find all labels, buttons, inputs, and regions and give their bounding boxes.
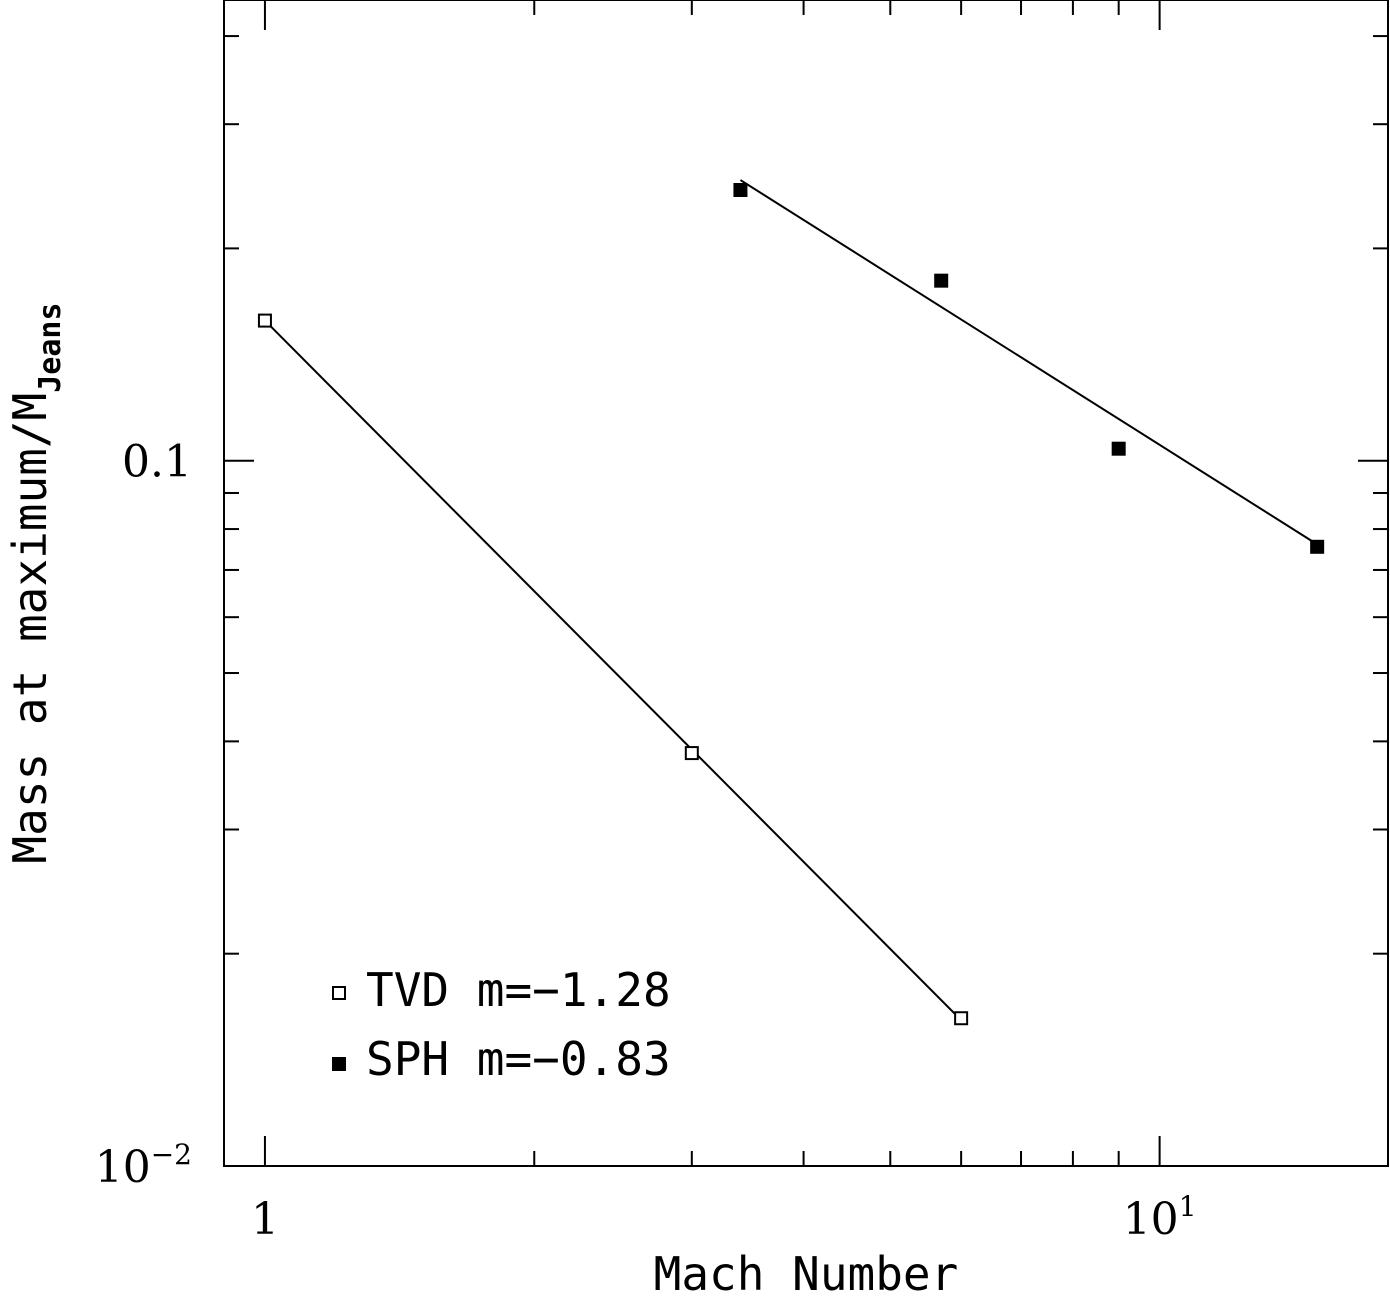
legend-label-tvd: TVD m=−1.28 xyxy=(366,963,671,1017)
data-point-tvd xyxy=(954,1011,969,1026)
axis-ticks xyxy=(223,0,1388,1167)
legend-label-sph: SPH m=−0.83 xyxy=(366,1032,671,1086)
data-point-tvd xyxy=(684,746,699,761)
data-points xyxy=(257,183,1325,1026)
x-axis-label: Mach Number xyxy=(654,1247,959,1297)
x-tick-label: 1 xyxy=(251,1194,279,1245)
legend-marker-tvd xyxy=(332,986,346,1000)
plot-frame xyxy=(223,0,1389,1167)
x-tick-label: 101 xyxy=(1123,1190,1197,1245)
fit-line-sph xyxy=(739,179,1318,546)
legend-marker-sph xyxy=(332,1057,346,1071)
data-point-sph xyxy=(1310,539,1325,554)
y-axis-label: Mass at maximum/MJeans xyxy=(3,302,68,863)
legend: TVD m=−1.28 SPH m=−0.83 xyxy=(332,963,671,1086)
fit-line-tvd xyxy=(264,319,962,1021)
tick-labels: 1 101 0.1 10−2 xyxy=(95,437,1197,1245)
y-tick-label: 0.1 xyxy=(122,437,192,488)
data-point-sph xyxy=(1111,441,1126,456)
fit-lines xyxy=(264,179,1318,1021)
data-point-sph xyxy=(733,183,748,198)
data-point-tvd xyxy=(257,313,272,328)
y-tick-label: 10−2 xyxy=(95,1138,192,1193)
data-point-sph xyxy=(934,273,949,288)
